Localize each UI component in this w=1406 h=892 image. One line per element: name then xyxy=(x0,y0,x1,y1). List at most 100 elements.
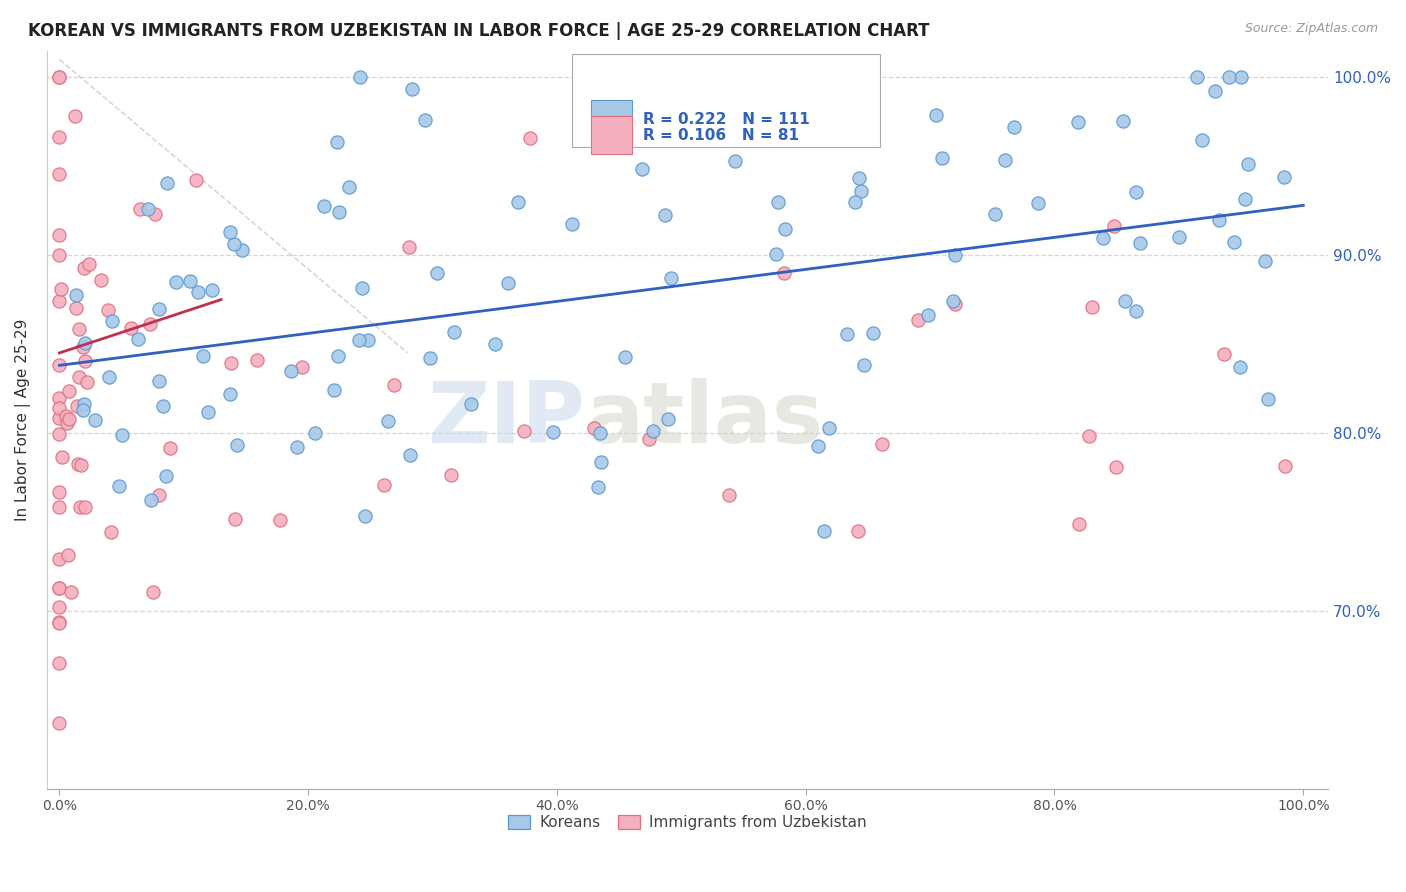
Point xyxy=(1257,392,1279,406)
Point xyxy=(347,333,370,347)
Text: R = 0.106   N = 81: R = 0.106 N = 81 xyxy=(643,128,799,143)
Point xyxy=(1114,293,1136,308)
FancyBboxPatch shape xyxy=(592,116,633,154)
Text: atlas: atlas xyxy=(585,378,824,461)
Point xyxy=(349,70,371,85)
Point xyxy=(48,500,70,515)
Text: KOREAN VS IMMIGRANTS FROM UZBEKISTAN IN LABOR FORCE | AGE 25-29 CORRELATION CHAR: KOREAN VS IMMIGRANTS FROM UZBEKISTAN IN … xyxy=(28,22,929,40)
Point xyxy=(718,115,741,129)
Point xyxy=(1125,186,1147,200)
Point xyxy=(246,353,269,368)
Point xyxy=(219,386,242,401)
Point xyxy=(631,161,654,176)
Point xyxy=(48,581,70,595)
Point xyxy=(48,615,70,629)
Point xyxy=(1204,84,1226,98)
Point xyxy=(56,548,79,562)
Point xyxy=(201,284,224,298)
Point xyxy=(766,194,789,209)
Point xyxy=(152,399,174,413)
Point xyxy=(589,426,612,441)
Point xyxy=(90,273,112,287)
Point xyxy=(48,130,70,145)
Point xyxy=(48,70,70,85)
Point xyxy=(413,113,436,128)
Text: Source: ZipAtlas.com: Source: ZipAtlas.com xyxy=(1244,22,1378,36)
Point xyxy=(1272,169,1295,184)
Point xyxy=(561,217,583,231)
Point xyxy=(614,98,637,112)
Point xyxy=(1092,231,1115,245)
Point xyxy=(849,184,872,198)
Point xyxy=(165,276,187,290)
Point xyxy=(48,359,70,373)
Point xyxy=(1167,230,1189,244)
Point xyxy=(773,266,796,280)
Point xyxy=(496,276,519,290)
Point xyxy=(69,500,91,514)
Point xyxy=(155,469,177,483)
Point xyxy=(1212,347,1234,361)
Point xyxy=(48,401,70,416)
Point xyxy=(1191,133,1213,147)
Point xyxy=(48,582,70,596)
Point xyxy=(48,294,70,309)
Point xyxy=(101,314,124,328)
Point xyxy=(1234,192,1257,206)
Point xyxy=(1112,114,1135,128)
Point xyxy=(224,512,246,526)
Point xyxy=(77,257,100,271)
Point xyxy=(818,421,841,435)
Point xyxy=(943,248,966,262)
Point xyxy=(1236,157,1258,171)
Point xyxy=(718,488,741,502)
Point xyxy=(129,202,152,216)
Point xyxy=(73,396,96,410)
Y-axis label: In Labor Force | Age 25-29: In Labor Force | Age 25-29 xyxy=(15,318,31,521)
Point xyxy=(541,425,564,440)
Point xyxy=(48,410,70,425)
Point xyxy=(589,455,612,469)
Point xyxy=(184,173,207,187)
Text: ZIP: ZIP xyxy=(427,378,585,461)
FancyBboxPatch shape xyxy=(592,101,633,139)
Point xyxy=(983,207,1005,221)
Point xyxy=(48,715,70,730)
Point xyxy=(48,70,70,85)
Point xyxy=(813,524,835,538)
Point xyxy=(219,225,242,239)
Point xyxy=(1102,219,1125,234)
Point xyxy=(765,247,787,261)
Point xyxy=(443,325,465,339)
Point xyxy=(48,427,70,442)
Point xyxy=(142,585,165,599)
Point xyxy=(326,349,349,363)
Point xyxy=(1223,235,1246,250)
Point xyxy=(48,484,70,499)
Point xyxy=(136,202,159,216)
Point xyxy=(401,82,423,96)
Point xyxy=(75,335,97,350)
Point xyxy=(419,351,441,366)
Point xyxy=(721,95,744,109)
Point xyxy=(65,301,87,315)
Point xyxy=(148,487,170,501)
Point xyxy=(484,336,506,351)
Point xyxy=(55,416,77,430)
Point xyxy=(179,274,201,288)
Point xyxy=(322,384,344,398)
Point xyxy=(1229,359,1251,374)
Point xyxy=(1077,429,1099,443)
Point xyxy=(613,351,636,365)
Point xyxy=(148,374,170,388)
Point xyxy=(97,303,120,318)
Point xyxy=(654,208,676,222)
Legend: Koreans, Immigrants from Uzbekistan: Koreans, Immigrants from Uzbekistan xyxy=(502,808,873,836)
Text: R = 0.222   N = 111: R = 0.222 N = 111 xyxy=(643,112,810,127)
Point xyxy=(1026,195,1049,210)
Point xyxy=(73,353,96,368)
Point xyxy=(582,420,605,434)
Point xyxy=(111,428,134,442)
Point xyxy=(506,195,529,210)
Point xyxy=(848,170,870,185)
